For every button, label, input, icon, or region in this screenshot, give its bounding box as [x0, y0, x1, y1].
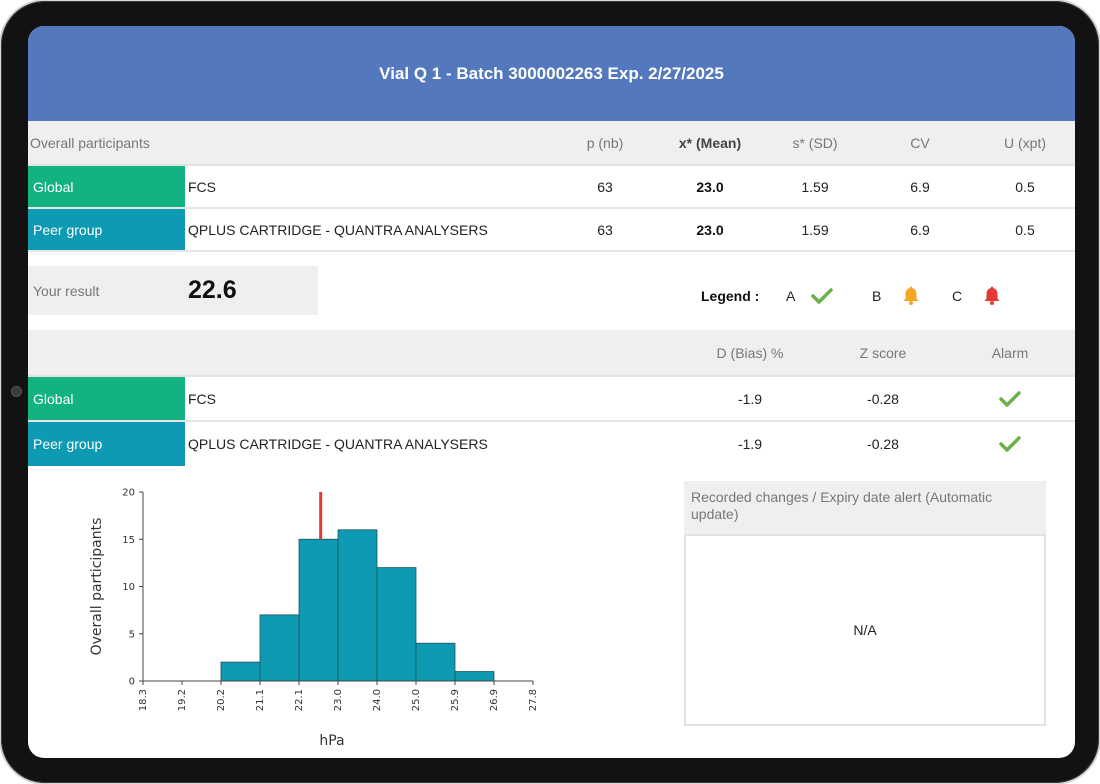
x-tick-label: 20.2 — [216, 689, 227, 711]
histogram-bar — [337, 529, 378, 682]
header-cv: CV — [910, 134, 930, 151]
cell-mean: 23.0 — [696, 178, 724, 195]
changes-panel-body: N/A — [684, 534, 1046, 726]
bias-header-row: D (Bias) % Z score Alarm — [28, 330, 1075, 377]
bias-row-peer-group: Peer group QPLUS CARTRIDGE - QUANTRA ANA… — [28, 422, 1075, 466]
cell-mean: 23.0 — [696, 221, 724, 238]
changes-value: N/A — [853, 622, 877, 638]
legend-item-b: B — [872, 284, 921, 308]
bell-icon — [901, 286, 921, 306]
y-tick-label: 5 — [129, 629, 135, 640]
check-icon — [999, 435, 1021, 453]
group-tag-peer: Peer group — [28, 422, 185, 466]
your-result-box: Your result 22.6 — [28, 266, 318, 315]
legend-item-c: C — [952, 284, 1002, 308]
y-tick-label: 0 — [129, 677, 135, 688]
histogram-chart: 0 5 10 15 20 18.3 19.2 20.2 21.1 22.1 23.0 24.0 25.0… — [83, 481, 553, 751]
group-tag-global: Global — [28, 166, 185, 207]
x-tick-label: 21.1 — [255, 689, 266, 711]
cell-sd: 1.59 — [801, 221, 829, 238]
your-result-value: 22.6 — [188, 276, 237, 304]
cell-sd: 1.59 — [801, 178, 829, 195]
histogram-bar — [298, 538, 339, 682]
page-title: Vial Q 1 - Batch 3000002263 Exp. 2/27/20… — [379, 63, 724, 83]
cell-z-score: -0.28 — [867, 390, 899, 407]
header-overall-participants: Overall participants — [30, 134, 150, 151]
header-alarm: Alarm — [991, 344, 1029, 361]
cell-p: 63 — [597, 221, 613, 238]
row-name: FCS — [188, 390, 216, 407]
alarm-cell — [950, 377, 1070, 420]
bias-row-global: Global FCS -1.9 -0.28 — [28, 377, 1075, 422]
your-result-label: Your result — [33, 282, 100, 299]
histogram-bar — [454, 671, 495, 682]
header-u: U (xpt) — [1004, 134, 1046, 151]
row-name: QPLUS CARTRIDGE - QUANTRA ANALYSERS — [188, 436, 488, 452]
cell-u: 0.5 — [1015, 178, 1035, 195]
histogram-bar — [259, 614, 300, 682]
histogram-bar — [415, 642, 456, 682]
y-tick-label: 15 — [122, 535, 135, 546]
legend-title: Legend : — [701, 288, 760, 304]
legend-letter-b: B — [872, 288, 882, 304]
histogram-bar — [376, 567, 417, 682]
x-tick-label: 25.0 — [411, 689, 422, 711]
bell-icon — [982, 286, 1002, 306]
page-header: Vial Q 1 - Batch 3000002263 Exp. 2/27/20… — [28, 26, 1075, 121]
cell-p: 63 — [597, 178, 613, 195]
x-axis-label: hPa — [319, 733, 344, 749]
histogram-svg: 0 5 10 15 20 18.3 19.2 20.2 21.1 22.1 23.0 24.0 25.0… — [89, 488, 539, 750]
x-tick-label: 22.1 — [294, 689, 305, 711]
x-tick-label: 18.3 — [138, 689, 149, 711]
header-sd: s* (SD) — [792, 134, 838, 151]
camera-dot — [11, 386, 22, 397]
cell-bias: -1.9 — [737, 390, 763, 407]
cell-u: 0.5 — [1015, 221, 1035, 238]
screen: Vial Q 1 - Batch 3000002263 Exp. 2/27/20… — [28, 26, 1075, 758]
header-z-score: Z score — [859, 344, 907, 361]
stats-row-global: Global FCS 63 23.0 1.59 6.9 0.5 — [28, 166, 1075, 209]
changes-panel-title: Recorded changes / Expiry date alert (Au… — [684, 481, 1046, 534]
x-tick-label: 23.0 — [333, 689, 344, 711]
group-tag-global: Global — [28, 377, 185, 420]
header-p: p (nb) — [586, 134, 624, 151]
legend-letter-a: A — [786, 288, 796, 304]
x-tick-label: 24.0 — [372, 689, 383, 711]
y-axis-label: Overall participants — [89, 518, 105, 656]
y-tick-label: 20 — [122, 488, 135, 499]
cell-z-score: -0.28 — [867, 436, 899, 452]
x-tick-label: 25.9 — [450, 689, 461, 711]
row-name: QPLUS CARTRIDGE - QUANTRA ANALYSERS — [188, 221, 488, 238]
stats-row-peer-group: Peer group QPLUS CARTRIDGE - QUANTRA ANA… — [28, 209, 1075, 252]
x-tick-label: 27.8 — [528, 689, 539, 711]
legend-letter-c: C — [952, 288, 963, 304]
header-mean: x* (Mean) — [678, 134, 742, 151]
y-tick-label: 10 — [122, 582, 135, 593]
histogram-bar — [220, 661, 261, 682]
stats-header-row: Overall participants p (nb) x* (Mean) s*… — [28, 121, 1075, 166]
legend-item-a: A — [786, 284, 834, 308]
cell-bias: -1.9 — [737, 436, 763, 452]
group-tag-peer: Peer group — [28, 209, 185, 250]
alarm-cell — [950, 422, 1070, 466]
row-name: FCS — [188, 178, 216, 195]
header-bias: D (Bias) % — [716, 344, 784, 361]
check-icon — [999, 390, 1021, 408]
x-tick-label: 19.2 — [177, 689, 188, 711]
cell-cv: 6.9 — [910, 178, 930, 195]
x-tick-label: 26.9 — [489, 689, 500, 711]
cell-cv: 6.9 — [910, 221, 930, 238]
check-icon — [811, 287, 834, 305]
